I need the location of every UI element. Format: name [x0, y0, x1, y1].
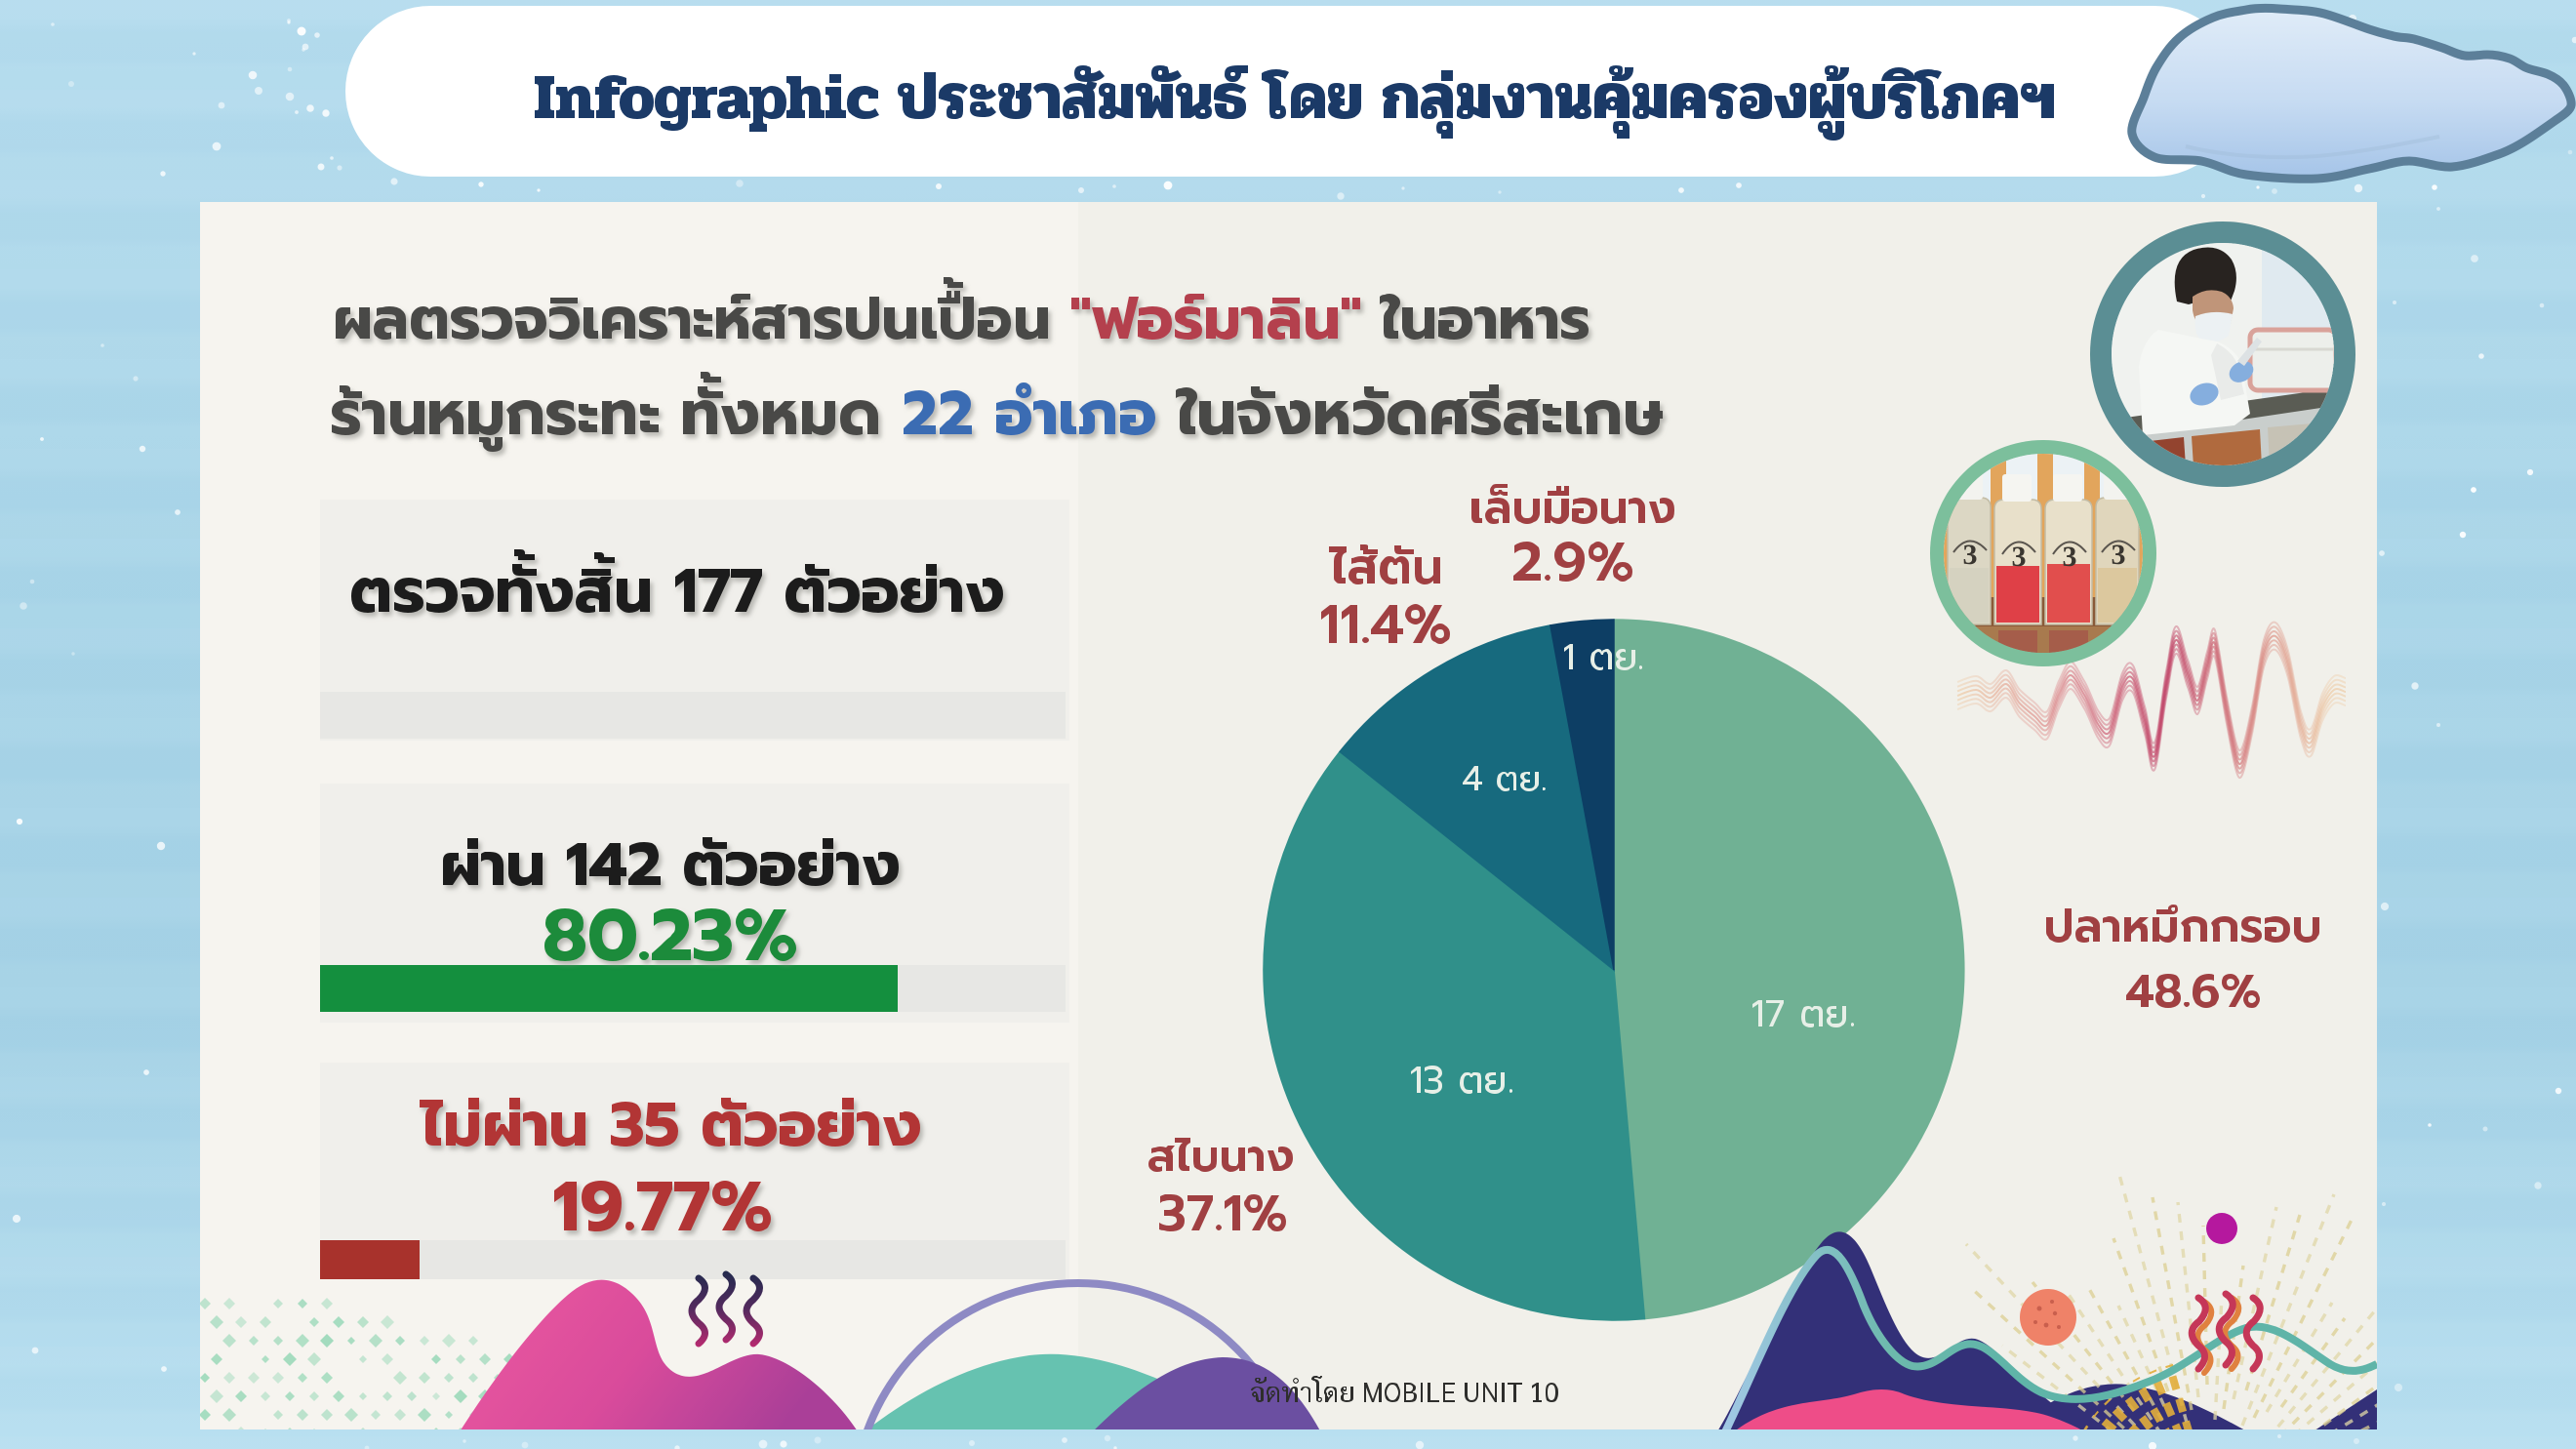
svg-text:3: 3 — [2012, 541, 2027, 573]
svg-text:3: 3 — [1963, 539, 1978, 571]
svg-text:3: 3 — [2112, 539, 2126, 571]
svg-text:3: 3 — [2063, 541, 2077, 573]
